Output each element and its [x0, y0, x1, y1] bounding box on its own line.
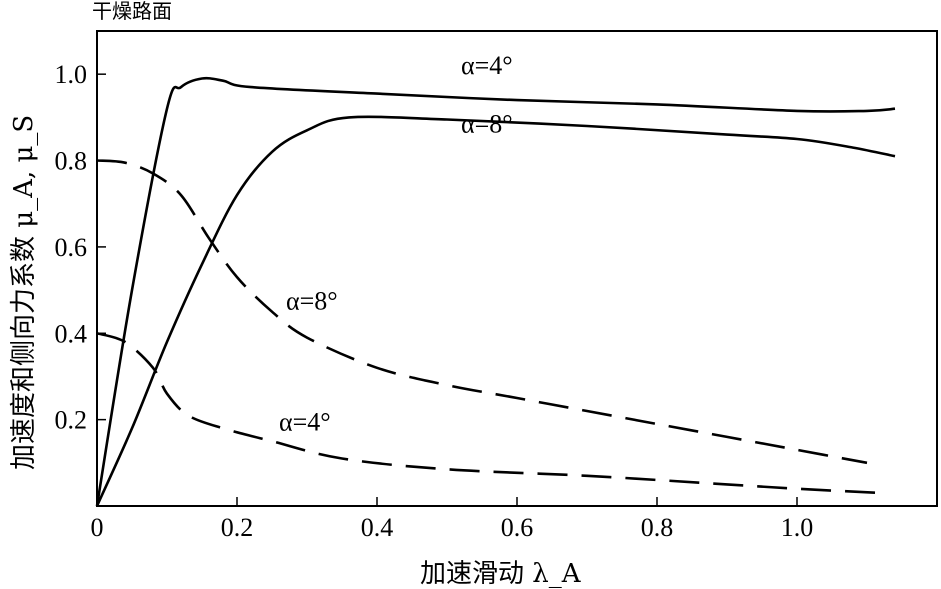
chart-title: 干燥路面: [92, 0, 172, 23]
x-tick-label: 1.0: [781, 513, 814, 542]
series-annotation-4: α=4°: [279, 407, 331, 436]
series-annotation-1: α=4°: [461, 51, 513, 80]
x-tick-label: 0.2: [221, 513, 254, 542]
series-line-4-dashed: [96, 332, 882, 495]
annotation-layer: α=4° α=8° α=8° α=4°: [279, 51, 513, 436]
x-tick-label: 0: [91, 513, 104, 542]
x-tick-label: 0.4: [361, 513, 394, 542]
y-tick-label: 0.2: [55, 406, 88, 435]
series-annotation-2: α=8°: [461, 109, 513, 138]
y-tick-label: 0.8: [55, 147, 88, 176]
series-line-1-solid: [95, 76, 896, 507]
x-axis-ticks: 0 0.2 0.4 0.6 0.8 1.0: [91, 497, 814, 542]
x-tick-label: 0.8: [641, 513, 674, 542]
series-annotation-3: α=8°: [286, 287, 338, 316]
y-axis-title: 加速度和侧向力系数 μ_A, μ_S: [9, 115, 39, 470]
x-tick-label: 0.6: [501, 513, 534, 542]
y-axis-ticks: 0.2 0.4 0.6 0.8 1.0: [55, 60, 106, 435]
x-axis-title: 加速滑动 λ_A: [420, 559, 582, 589]
series-line-2-solid: [95, 115, 896, 507]
plot-frame: [96, 30, 938, 507]
y-tick-label: 1.0: [55, 60, 88, 89]
y-tick-label: 0.4: [55, 319, 88, 348]
series-layer: [95, 76, 896, 507]
series-line-3-dashed: [96, 159, 868, 465]
y-tick-label: 0.6: [55, 233, 88, 262]
